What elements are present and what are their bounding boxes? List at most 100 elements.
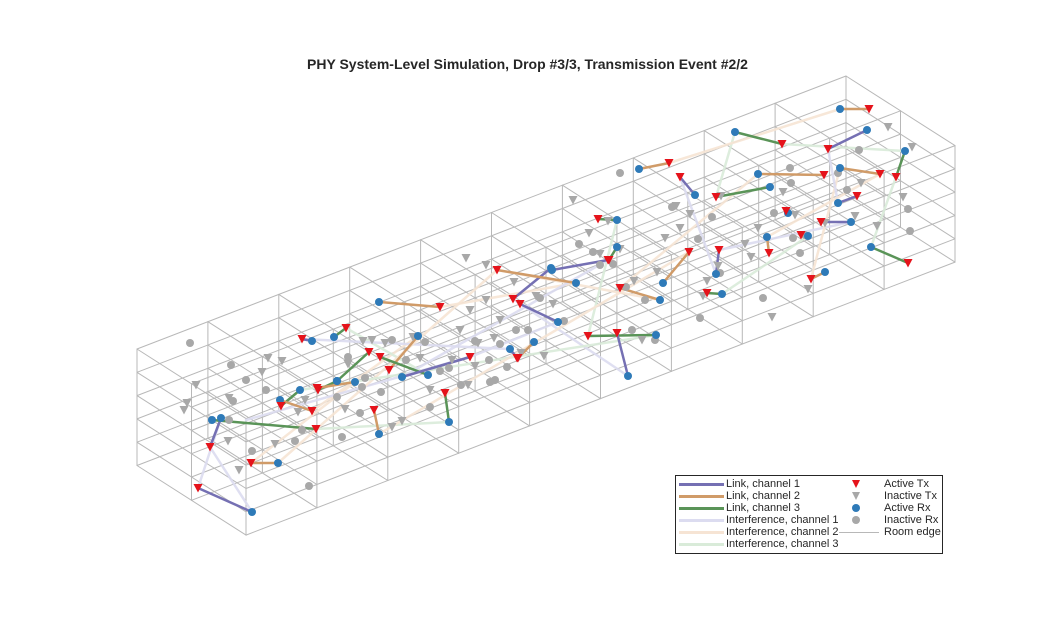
interference-line-ch1	[400, 258, 610, 379]
active-tx-marker	[513, 354, 523, 363]
inactive-rx-marker	[843, 186, 851, 194]
interference-line-ch3	[720, 234, 810, 296]
legend-label: Active Rx	[884, 502, 931, 514]
interference-line-ch1	[468, 320, 560, 359]
room-edge-swatch	[839, 532, 879, 533]
inactive-tx-marker	[223, 437, 233, 446]
interference-line-ch1	[511, 297, 630, 378]
inactive-markers	[179, 123, 917, 490]
inactive-rx-marker	[248, 447, 256, 455]
link-line-ch1	[615, 331, 630, 378]
inactive-tx-marker	[470, 362, 480, 371]
active-rx-marker	[554, 318, 562, 326]
inactive-rx-marker	[616, 169, 624, 177]
active-rx-marker	[712, 270, 720, 278]
interference-line-ch3	[344, 326, 430, 377]
legend-item-room-edge: Room edge	[839, 526, 941, 538]
inactive-rx-marker	[445, 364, 453, 372]
interference-line-ch1	[826, 147, 840, 205]
inactive-tx-marker	[358, 337, 368, 346]
active-tx-marker	[276, 402, 286, 411]
active-rx-marker	[548, 266, 556, 274]
inactive-tx-marker	[293, 408, 303, 417]
active-markers	[193, 105, 913, 516]
inactive-rx-marker	[491, 376, 499, 384]
legend[interactable]: Link, channel 1 Link, channel 2 Link, ch…	[675, 475, 943, 554]
active-rx-marker	[530, 338, 538, 346]
inactive-rx-marker	[628, 326, 636, 334]
inactive-tx-marker	[489, 334, 499, 343]
inactive-tx-marker	[702, 277, 712, 286]
active-rx-marker	[847, 218, 855, 226]
inactive-rx-marker	[402, 356, 410, 364]
inactive-rx-marker	[668, 203, 676, 211]
inactive-tx-marker	[790, 211, 800, 220]
legend-label: Inactive Rx	[884, 514, 939, 526]
inactive-tx-marker	[753, 224, 763, 233]
legend-label: Link, channel 3	[726, 502, 800, 514]
inactive-rx-marker	[227, 361, 235, 369]
link-line-ch3	[733, 130, 784, 146]
link-line-ch3	[894, 149, 907, 179]
inactive-rx-marker	[358, 383, 366, 391]
inactive-tx-marker	[850, 212, 860, 221]
active-rx-marker	[821, 268, 829, 276]
inactive-tx-marker	[257, 368, 267, 377]
link-ch3-swatch	[679, 507, 724, 510]
active-tx-marker	[312, 384, 322, 393]
active-rx-marker	[424, 371, 432, 379]
active-tx-marker	[702, 289, 712, 298]
inactive-tx-marker	[652, 268, 662, 277]
active-tx-marker	[664, 159, 674, 168]
inactive-rx-marker	[512, 326, 520, 334]
inactive-tx-marker	[387, 423, 397, 432]
link-line-ch1	[208, 416, 223, 449]
link-line-ch2	[372, 408, 381, 436]
legend-label: Inactive Tx	[884, 490, 937, 502]
active-tx-marker	[781, 207, 791, 216]
inactive-rx-marker	[229, 397, 237, 405]
inactive-rx-marker	[787, 179, 795, 187]
link-line-ch1	[511, 266, 553, 301]
inactive-tx-triangle-icon	[852, 492, 860, 500]
inactive-rx-circle-icon	[852, 516, 860, 524]
legend-label: Interference, channel 3	[726, 538, 839, 550]
active-tx-marker	[583, 332, 593, 341]
inactive-rx-marker	[471, 337, 479, 345]
inactive-tx-marker	[300, 396, 310, 405]
active-rx-marker	[208, 416, 216, 424]
link-line-ch2	[387, 334, 420, 372]
legend-item-link-ch1: Link, channel 1	[676, 478, 846, 490]
active-rx-marker	[296, 386, 304, 394]
inactive-rx-marker	[344, 353, 352, 361]
active-rx-marker	[375, 298, 383, 306]
inactive-rx-marker	[855, 146, 863, 154]
active-rx-marker	[836, 105, 844, 113]
inactive-rx-marker	[225, 416, 233, 424]
active-rx-marker	[506, 345, 514, 353]
inactive-tx-marker	[539, 352, 549, 361]
active-rx-marker	[763, 233, 771, 241]
legend-label: Room edge	[884, 526, 941, 538]
interference-line-ch3	[586, 218, 619, 338]
inactive-tx-marker	[660, 234, 670, 243]
legend-label: Link, channel 2	[726, 490, 800, 502]
legend-item-intf-ch3: Interference, channel 3	[676, 538, 846, 550]
inactive-tx-marker	[425, 386, 435, 395]
inactive-tx-marker	[461, 254, 471, 263]
inactive-tx-marker	[367, 336, 377, 345]
active-tx-marker	[777, 140, 787, 149]
intf-ch2-swatch	[679, 531, 724, 534]
active-tx-marker	[684, 248, 694, 257]
active-rx-marker	[867, 243, 875, 251]
link-line-ch3	[443, 391, 451, 424]
inactive-rx-marker	[485, 356, 493, 364]
legend-item-active-rx: Active Rx	[841, 502, 941, 514]
intf-ch3-swatch	[679, 543, 724, 546]
inactive-tx-marker	[856, 179, 866, 188]
inactive-tx-marker	[629, 277, 639, 286]
active-rx-marker	[613, 216, 621, 224]
link-ch1-swatch	[679, 483, 724, 486]
active-rx-marker	[766, 183, 774, 191]
inactive-tx-marker	[234, 466, 244, 475]
